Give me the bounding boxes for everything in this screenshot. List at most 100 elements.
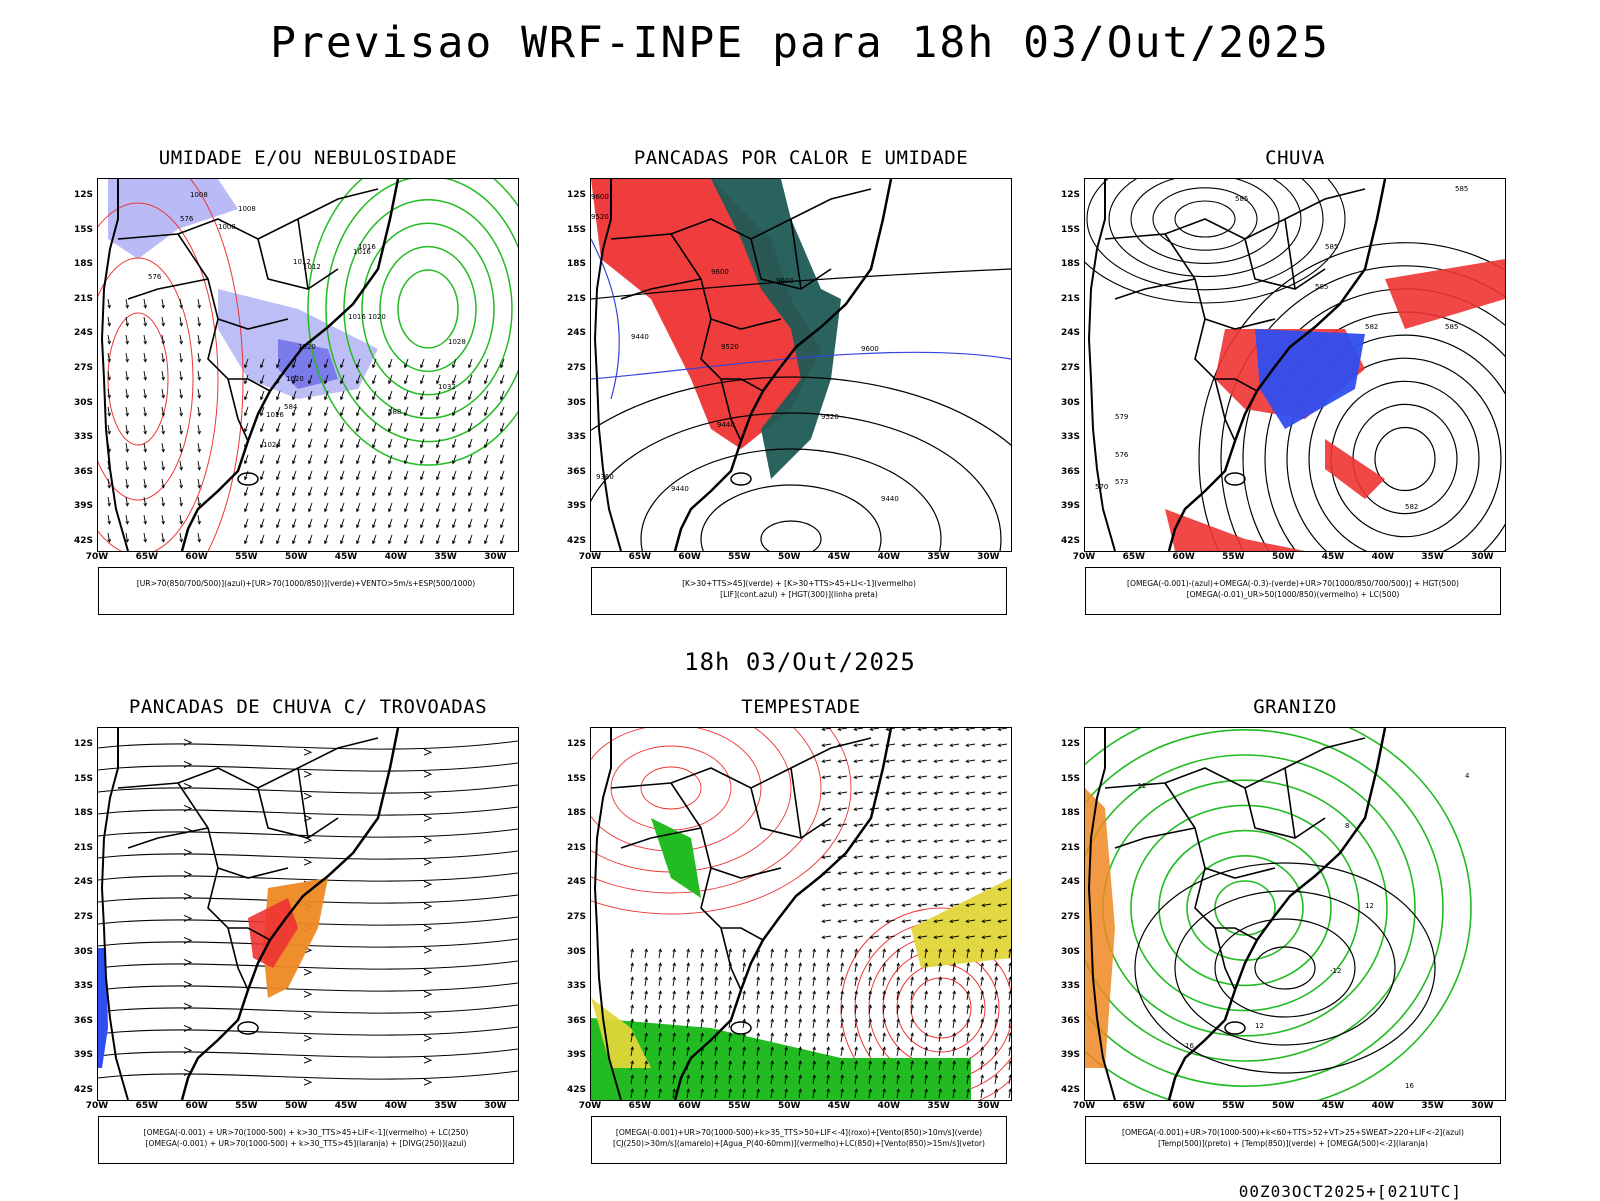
contour-label: 1020 — [298, 343, 316, 351]
legend-box-tempestade: [OMEGA(-0.001)+UR>70(1000-500)+k>35_TTS>… — [591, 1116, 1007, 1164]
contour-label: 1008 — [218, 223, 236, 231]
lat-tick-label: 30S — [1060, 946, 1080, 957]
contour-label: 1016 — [358, 243, 376, 251]
lon-tick-label: 30W — [977, 552, 1000, 562]
lon-tick-label: 55W — [728, 552, 751, 562]
lat-tick-label: 33S — [566, 432, 586, 443]
lat-tick-label: 12S — [566, 739, 586, 749]
lon-tick-label: 60W — [185, 1101, 208, 1111]
lat-tick-label: 39S — [1060, 501, 1080, 512]
contour-label: 585 — [1235, 195, 1248, 203]
lon-tick-label: 30W — [977, 1101, 1000, 1111]
lon-tick-label: 45W — [1321, 1101, 1345, 1111]
contour-label: 588 — [388, 408, 401, 416]
map-panel-tempestade — [590, 727, 1012, 1101]
lon-tick-label: 35W — [1421, 552, 1444, 562]
contour-label: 4 — [1465, 772, 1470, 780]
legend-box-umidade: [UR>70(850/700/500)](azul)+[UR>70(1000/8… — [98, 567, 514, 615]
lon-tick-label: 70W — [1072, 552, 1096, 562]
contour-label: 1028 — [448, 338, 466, 346]
legend-line: [Temp(500)](preto) + [Temp(850)](verde) … — [1158, 1139, 1428, 1148]
lon-tick-label: 50W — [777, 1101, 801, 1111]
legend-line: [OMEGA(-0.001) + UR>70(1000-500) + k>30_… — [145, 1139, 467, 1148]
legend-box-pancadas-trovoadas: [OMEGA(-0.001) + UR>70(1000-500) + k>30_… — [98, 1116, 514, 1164]
contour-label: 8 — [1345, 822, 1349, 830]
legend-line: [OMEGA(-0.001)+UR>70(1000-500)+k>35_TTS>… — [615, 1128, 983, 1137]
lon-tick-label: 50W — [1271, 552, 1295, 562]
lon-tick-label: 55W — [1222, 552, 1245, 562]
lat-tick-label: 15S — [73, 224, 93, 235]
lon-tick-label: 55W — [235, 552, 258, 562]
map-panel-pancadas-trovoadas — [97, 727, 519, 1101]
contour-label: -12 — [1330, 967, 1341, 975]
lat-tick-label: 36S — [73, 466, 93, 477]
lat-tick-label: 33S — [73, 432, 93, 443]
contour-label: 9520 — [721, 343, 739, 351]
lon-tick-label: 60W — [1172, 552, 1195, 562]
contour-label: 570 — [1095, 483, 1108, 491]
lat-tick-label: 18S — [73, 259, 93, 270]
lon-tick-label: 35W — [434, 1101, 457, 1111]
contour-label: 9520 — [591, 213, 609, 221]
contour-label: 576 — [148, 273, 162, 281]
lat-tick-label: 18S — [566, 808, 586, 819]
contour-label: 9520 — [821, 413, 839, 421]
lon-tick-label: 50W — [284, 1101, 308, 1111]
lat-tick-label: 27S — [1060, 363, 1080, 373]
lat-tick-label: 39S — [73, 501, 93, 512]
contour-label: -12 — [1135, 782, 1146, 790]
legend-line: [OMEGA(-0.001) + UR>70(1000-500) + k>30_… — [143, 1128, 469, 1137]
lat-tick-label: 36S — [1060, 1015, 1080, 1026]
lat-tick-label: 42S — [73, 536, 93, 546]
lat-tick-label: 18S — [566, 259, 586, 270]
contour-label: 9440 — [671, 485, 689, 493]
lat-tick-label: 39S — [73, 1050, 93, 1061]
panel-title-pancadas-trovoadas: PANCADAS DE CHUVA C/ TROVOADAS — [128, 696, 488, 718]
lat-tick-label: 30S — [73, 397, 93, 408]
panel-title-umidade: UMIDADE E/OU NEBULOSIDADE — [158, 147, 458, 169]
contour-label: 582 — [1365, 323, 1378, 331]
lon-tick-label: 60W — [678, 1101, 701, 1111]
lat-tick-label: 27S — [566, 363, 586, 373]
lat-tick-label: 12S — [1060, 739, 1080, 749]
lon-tick-label: 35W — [434, 552, 457, 562]
lat-tick-label: 39S — [1060, 1050, 1080, 1061]
contour-label: 1012 — [293, 258, 311, 266]
lon-tick-label: 40W — [877, 552, 901, 562]
lon-tick-label: 50W — [1271, 1101, 1295, 1111]
lon-tick-label: 45W — [827, 1101, 851, 1111]
lon-tick-label: 55W — [235, 1101, 258, 1111]
panel-title-tempestade: TEMPESTADE — [741, 696, 861, 718]
lat-tick-label: 21S — [73, 842, 93, 853]
contour-label: 9600 — [711, 268, 729, 276]
lat-tick-label: 39S — [566, 1050, 586, 1061]
panel-title-chuva: CHUVA — [1265, 147, 1325, 169]
lat-tick-label: 30S — [73, 946, 93, 957]
contour-label: 1020 — [368, 313, 386, 321]
lon-tick-label: 65W — [1122, 552, 1146, 562]
contour-label: 1016 — [348, 313, 366, 321]
lon-tick-label: 45W — [827, 552, 851, 562]
lat-tick-label: 21S — [1060, 842, 1080, 853]
contour-label: 12 — [1365, 902, 1374, 910]
contour-label: 1016 — [353, 248, 371, 256]
lat-tick-label: 42S — [566, 536, 586, 546]
contour-label: 585 — [1325, 243, 1338, 251]
map-panel-granizo: -12 -12 12 16 16 12 8 4 — [1084, 727, 1506, 1101]
lat-tick-label: 30S — [566, 946, 586, 957]
lat-tick-label: 30S — [566, 397, 586, 408]
contour-label: 1016 — [266, 411, 284, 419]
lon-tick-label: 35W — [927, 1101, 950, 1111]
lon-tick-label: 50W — [284, 552, 308, 562]
lat-tick-label: 18S — [1060, 259, 1080, 270]
map-panel-chuva: 585 585 585 585 582 579 576 573 570 585 582 — [1084, 178, 1506, 552]
contour-label: 9440 — [881, 495, 899, 503]
lon-tick-label: 65W — [1122, 1101, 1146, 1111]
lon-tick-label: 50W — [777, 552, 801, 562]
lat-tick-label: 27S — [566, 912, 586, 922]
lon-tick-label: 60W — [678, 552, 701, 562]
legend-line: [OMEGA(-0.001)-(azul)+OMEGA(-0.3)-(verde… — [1127, 579, 1459, 588]
lat-tick-label: 21S — [566, 293, 586, 304]
contour-label: 9600 — [861, 345, 879, 353]
